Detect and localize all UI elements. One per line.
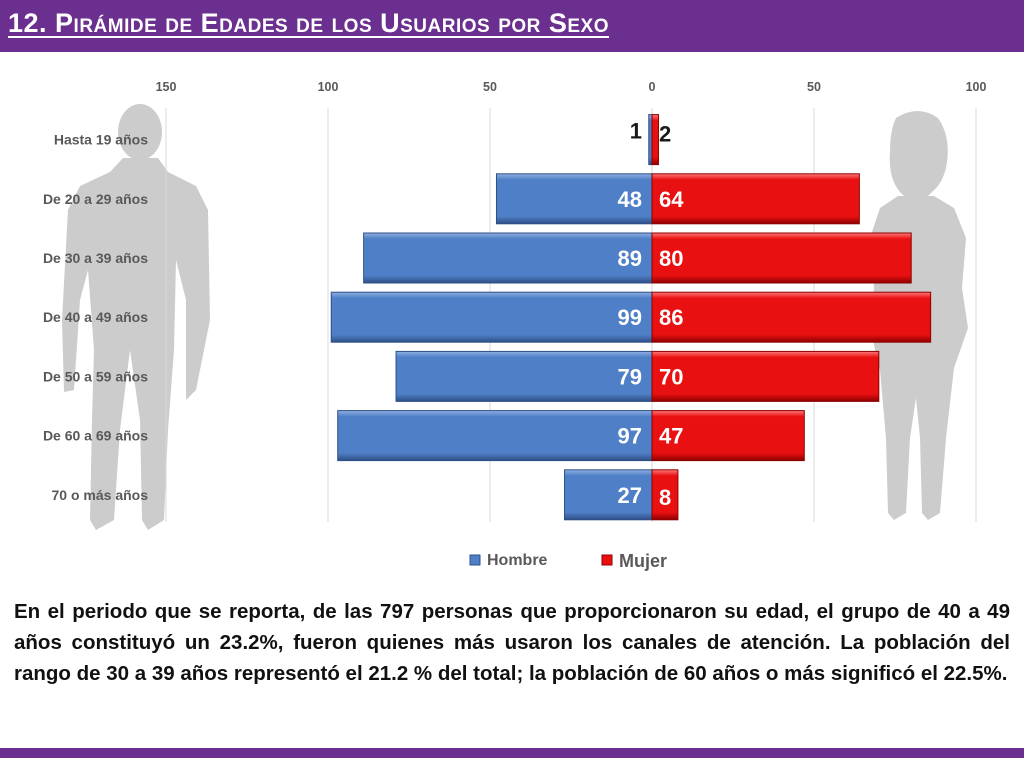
x-tick-label: 150 [156,80,177,94]
x-tick-label: 100 [318,80,339,94]
data-label-hombre: 97 [618,424,642,449]
male-silhouette-icon [62,104,210,530]
bar-hombre [330,291,653,343]
bar-mujer [651,232,912,284]
category-label: De 50 a 59 años [43,368,148,384]
x-tick-label: 100 [966,80,987,94]
bar-mujer [651,410,805,462]
data-label-mujer: 70 [659,364,683,389]
bar-mujer [651,173,860,225]
bottom-bar [0,748,1024,758]
category-label: De 40 a 49 años [43,309,148,325]
legend-label-hombre: Hombre [487,552,548,569]
bar-mujer [651,114,659,166]
data-label-mujer: 64 [659,187,684,212]
bar-hombre [337,410,653,462]
x-tick-label: 50 [483,80,497,94]
data-label-mujer: 2 [659,122,671,147]
bar-hombre [395,350,653,402]
data-label-hombre: 89 [618,246,642,271]
data-label-mujer: 8 [659,485,671,510]
category-label: De 60 a 69 años [43,428,148,444]
legend-label-mujer: Mujer [619,551,667,571]
bar-mujer [651,350,880,402]
x-tick-label: 50 [807,80,821,94]
data-label-hombre: 48 [618,187,642,212]
data-label-mujer: 80 [659,246,683,271]
data-label-hombre: 1 [630,119,642,144]
bar-mujer [651,469,679,521]
legend-swatch-hombre [469,554,481,566]
title-bar: 12. Pirámide de Edades de los Usuarios p… [0,0,1024,52]
bar-hombre [363,232,653,284]
bar-mujer [651,291,932,343]
category-label: Hasta 19 años [54,132,148,148]
age-pyramid-chart: 150 100 50 0 50 100 Hasta 19 años 1 2 De 20 a 29 … [43,80,987,571]
category-label: De 20 a 29 años [43,191,148,207]
data-label-hombre: 27 [618,483,642,508]
category-label: 70 o más años [52,487,149,503]
data-label-hombre: 99 [618,305,642,330]
category-label: De 30 a 39 años [43,250,148,266]
data-label-hombre: 79 [618,364,642,389]
data-label-mujer: 47 [659,424,683,449]
x-tick-label: 0 [649,80,656,94]
legend-swatch-mujer [601,554,613,566]
data-label-mujer: 86 [659,305,683,330]
summary-paragraph: En el periodo que se reporta, de las 797… [14,600,1010,685]
slide-title: 12. Pirámide de Edades de los Usuarios p… [8,8,610,38]
